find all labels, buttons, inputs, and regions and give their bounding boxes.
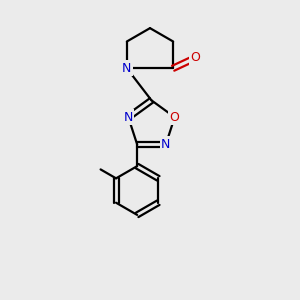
Text: N: N — [122, 62, 131, 75]
Text: O: O — [190, 51, 200, 64]
Text: N: N — [161, 138, 170, 151]
Text: N: N — [124, 111, 133, 124]
Text: O: O — [170, 111, 180, 124]
